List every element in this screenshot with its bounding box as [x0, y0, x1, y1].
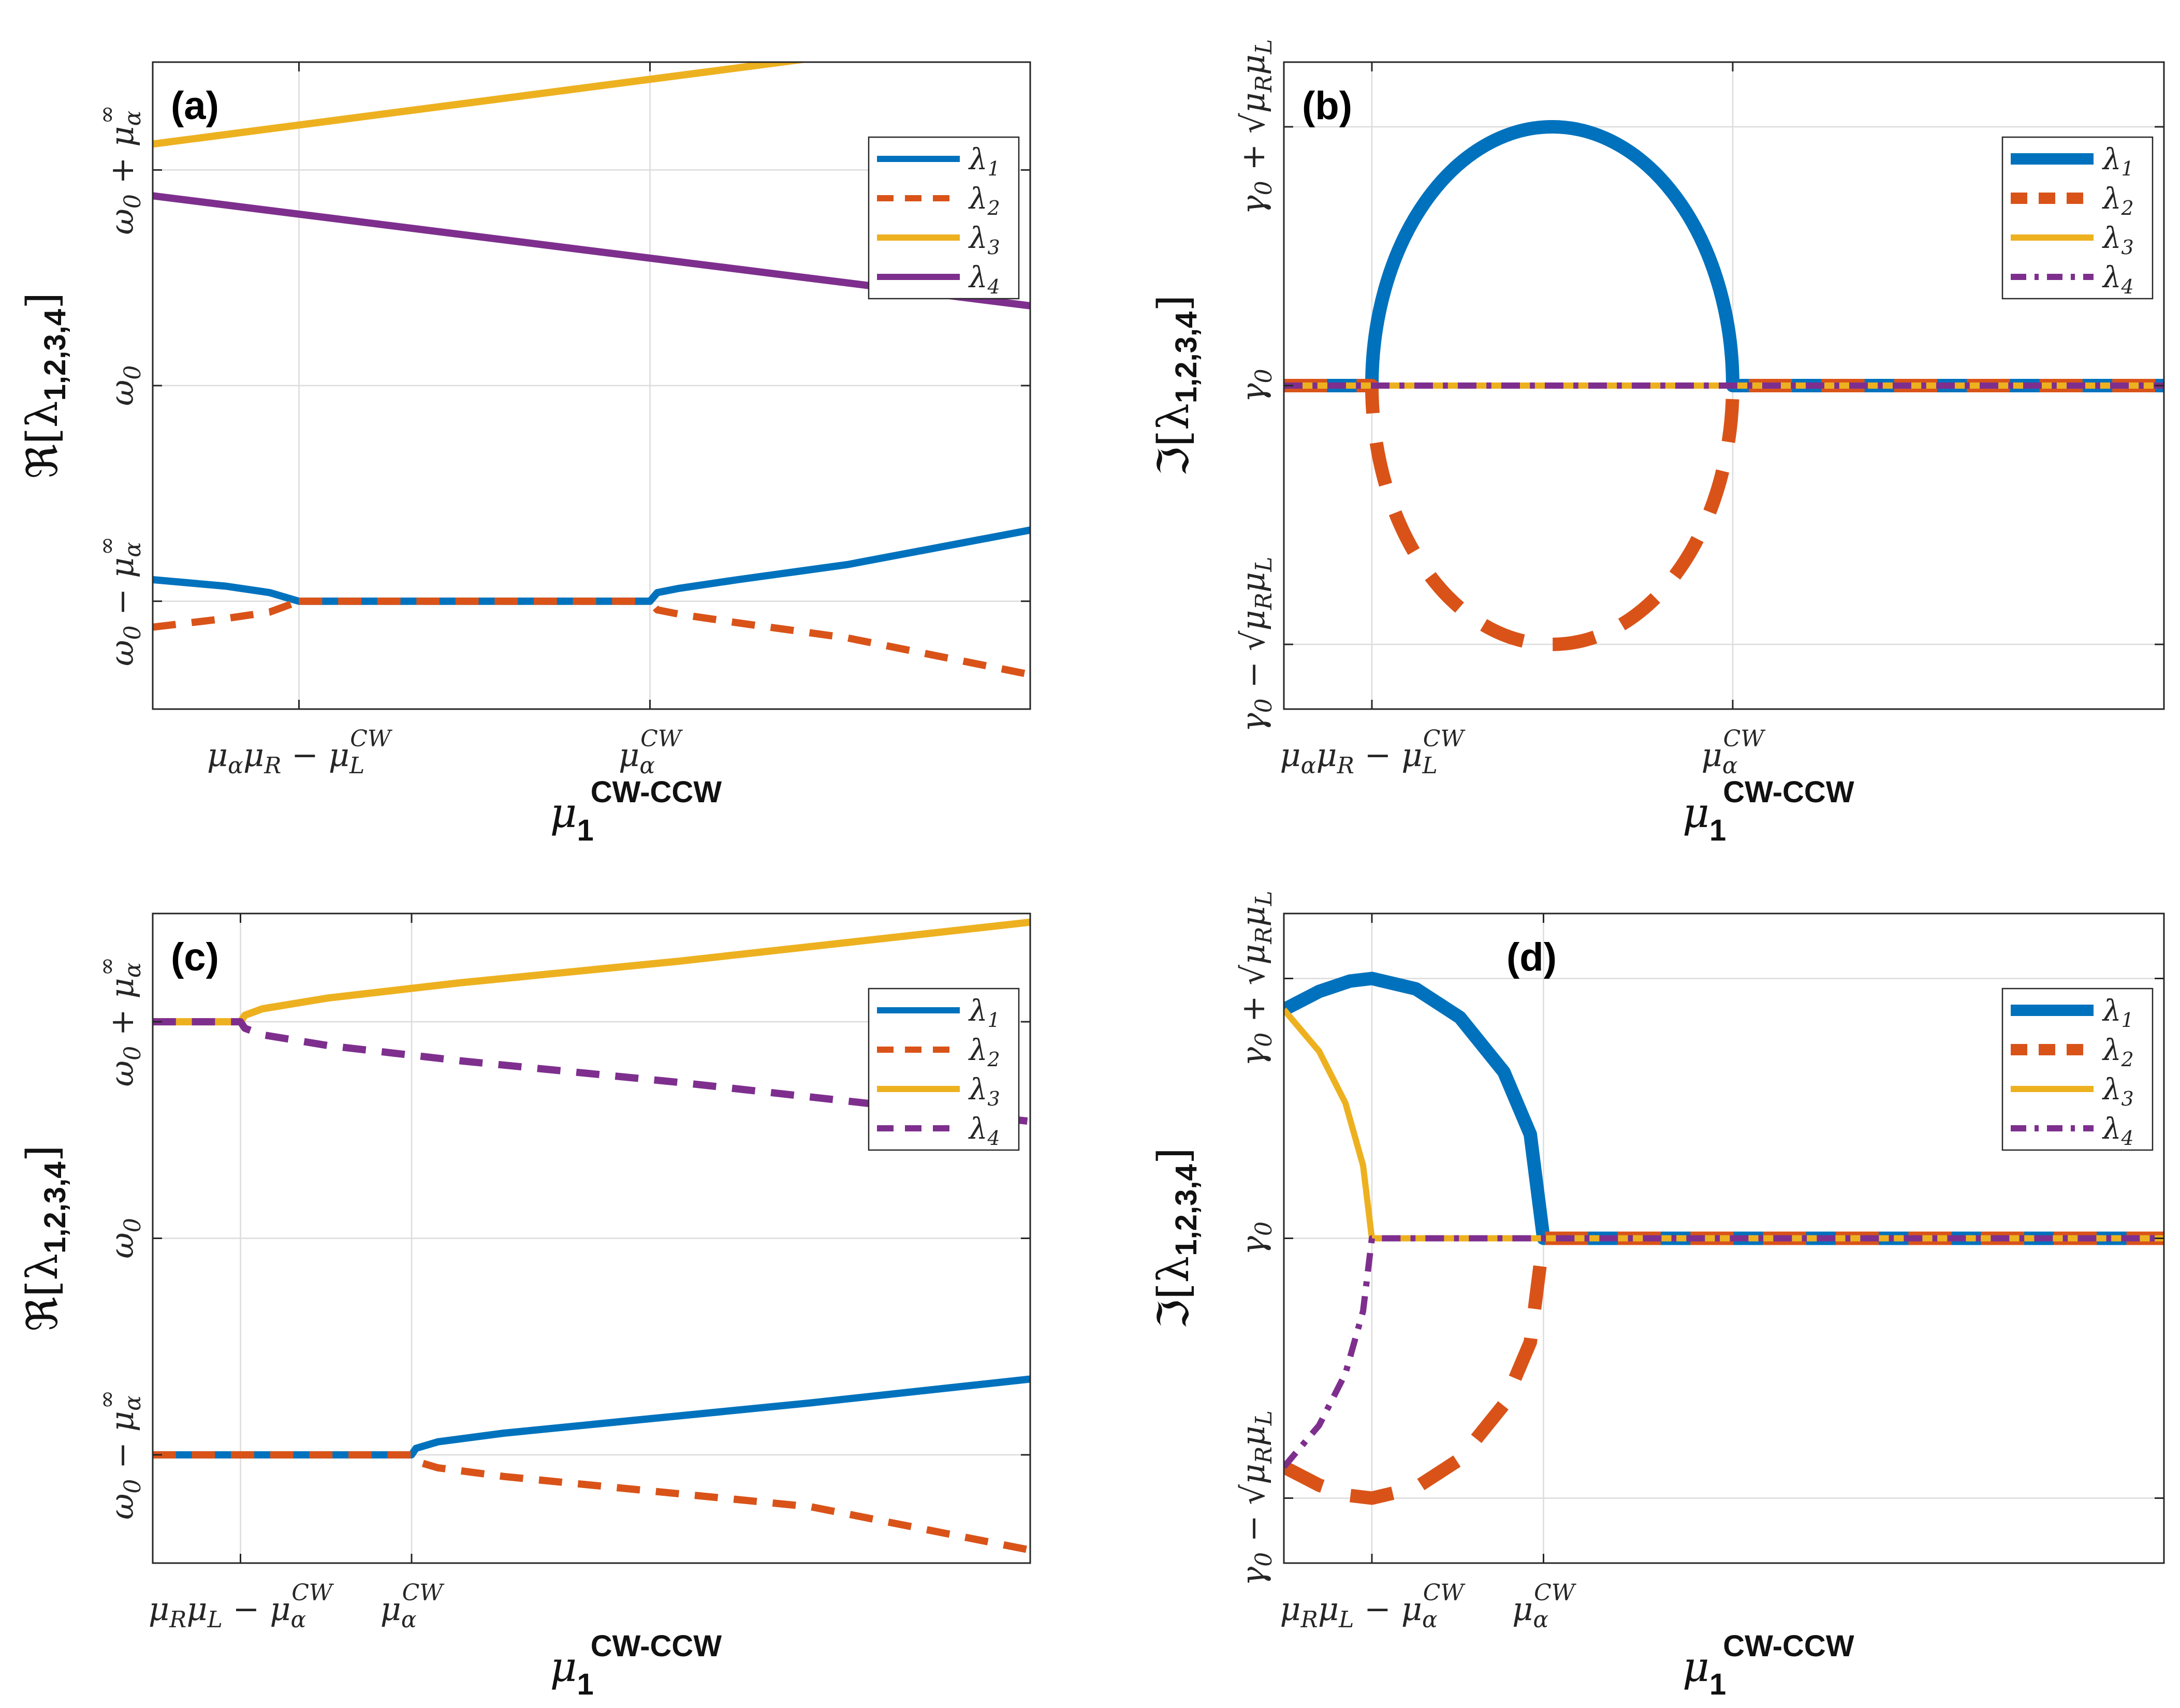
legend-label: λ4	[2102, 261, 2134, 298]
x-tick-label: μαCW	[1512, 1580, 1577, 1633]
legend-box	[868, 988, 1020, 1151]
series-lambda1-line	[153, 1375, 1030, 1459]
legend-box	[868, 136, 1020, 300]
panel-a: μαμR − μLCW μαCW ω0 − μα∞ ω0 ω0 + μα∞ ℜ[λ1,2,…	[18, 61, 1031, 847]
series-lambda2-line	[153, 1451, 1030, 1554]
panel-label: (a)	[171, 84, 219, 128]
x-axis-label: μ1CW-CCW	[1682, 1629, 1854, 1701]
legend-label: λ2	[2102, 182, 2134, 219]
legend-label: λ1	[968, 994, 1000, 1032]
y-tick-label: γ0	[1234, 1221, 1277, 1255]
series-group	[153, 62, 1030, 679]
panel-label: (b)	[1302, 84, 1352, 128]
y-tick-label: ω0 + μα∞	[94, 105, 146, 235]
legend-label: λ1	[968, 143, 1000, 180]
series-lambda2-line	[1284, 379, 2164, 651]
y-tick-label: γ0	[1234, 369, 1277, 402]
x-axis-label: μ1CW-CCW	[550, 775, 722, 847]
series-lambda4-line	[1284, 1235, 2164, 1469]
series-group	[153, 918, 1030, 1554]
legend-label: λ4	[968, 261, 1000, 298]
legend-label: λ4	[2102, 1112, 2134, 1150]
x-tick-label: μRμL − μαCW	[149, 1580, 334, 1633]
legend-label: λ2	[968, 1034, 1000, 1071]
y-tick-label: ω0 + μα∞	[94, 957, 146, 1087]
legend-label: λ3	[2102, 222, 2134, 259]
series-lambda1-line	[1284, 120, 2164, 392]
x-tick-label: μRμL − μαCW	[1280, 1580, 1466, 1633]
panel-c: μRμL − μαCW μαCW ω0 − μα∞ ω0 ω0 + μα∞ ℜ[λ1,2,…	[18, 912, 1031, 1701]
series-group	[1284, 971, 2164, 1505]
y-tick-label: γ0 + √μRμL	[1234, 891, 1277, 1066]
x-axis-label: μ1CW-CCW	[1682, 775, 1854, 847]
panel-d: μRμL − μαCW μαCW γ0 − √μRμL γ0 γ0 + √μRμL ℑ[λ…	[1149, 891, 2165, 1701]
legend-label: λ4	[968, 1112, 1000, 1150]
y-tick-label: γ0 − √μRμL	[1234, 557, 1277, 732]
legend-label: λ3	[968, 222, 1000, 259]
x-tick-label: μαCW	[1702, 726, 1766, 779]
y-tick-label: ω0 − μα∞	[94, 536, 146, 666]
y-tick-label: ω0	[103, 1218, 146, 1259]
y-tick-label: γ0 − √μRμL	[1234, 1410, 1277, 1586]
series-lambda1-line	[153, 526, 1030, 605]
y-axis-label: ℜ[λ1,2,3,4]	[18, 1145, 72, 1331]
series-lambda4-line	[153, 1018, 1030, 1125]
series-lambda1-line	[1284, 971, 2164, 1245]
y-tick-label: γ0 + √μRμL	[1234, 39, 1277, 215]
legend-label: λ1	[2102, 994, 2134, 1032]
legend-label: λ2	[968, 182, 1000, 219]
legend-label: λ3	[2102, 1073, 2134, 1110]
x-tick-label: μαμR − μLCW	[1280, 726, 1466, 779]
legend-label: λ2	[2102, 1034, 2134, 1071]
x-tick-label: μαCW	[381, 1580, 445, 1633]
series-lambda2-line	[153, 597, 1030, 679]
panel-label: (c)	[171, 935, 219, 979]
panel-label: (d)	[1506, 935, 1557, 979]
series-lambda3-line	[1284, 1007, 2164, 1242]
y-tick-label: ω0	[103, 365, 146, 406]
y-axis-label: ℑ[λ1,2,3,4]	[1149, 295, 1203, 477]
series-lambda2-line	[1284, 1231, 2164, 1505]
legend-label: λ1	[2102, 143, 2134, 180]
panel-b: μαμR − μLCW μαCW γ0 − √μRμL γ0 γ0 + √μRμL ℑ[λ…	[1149, 39, 2165, 847]
series-group	[1284, 120, 2164, 651]
x-tick-label: μαμR − μLCW	[207, 726, 393, 779]
legend-label: λ3	[968, 1073, 1000, 1110]
y-axis-label: ℑ[λ1,2,3,4]	[1149, 1147, 1203, 1329]
x-tick-label: μαCW	[619, 726, 683, 779]
y-axis-label: ℜ[λ1,2,3,4]	[18, 292, 72, 479]
series-lambda3-line	[153, 62, 810, 148]
x-axis-label: μ1CW-CCW	[550, 1629, 722, 1701]
y-tick-label: ω0 − μα∞	[94, 1390, 146, 1520]
